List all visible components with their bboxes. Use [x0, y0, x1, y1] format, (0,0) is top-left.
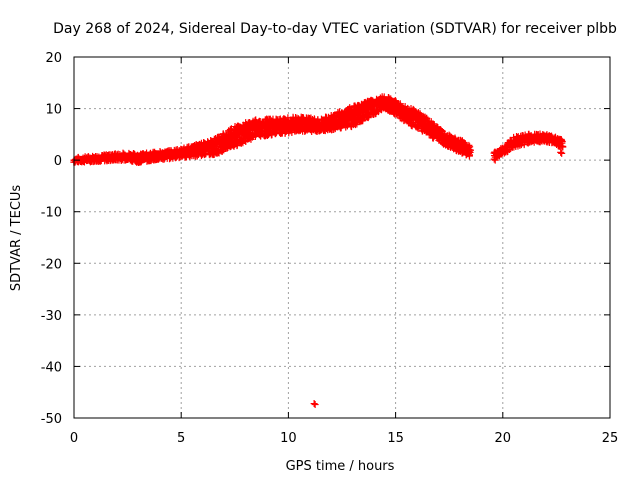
x-tick-label: 10 [280, 431, 297, 446]
data-point [232, 138, 240, 146]
x-tick-label: 5 [177, 431, 185, 446]
y-tick-label: -40 [41, 360, 62, 375]
y-tick-label: 20 [45, 51, 62, 66]
data-point [218, 147, 226, 155]
y-tick-label: -30 [41, 309, 62, 324]
y-tick-label: 0 [54, 154, 62, 169]
data-point [491, 156, 499, 164]
chart-title: Day 268 of 2024, Sidereal Day-to-day VTE… [53, 21, 617, 37]
x-tick-label: 15 [387, 431, 404, 446]
data-point [557, 148, 565, 156]
plot-frame [73, 56, 611, 419]
data-points [70, 93, 567, 409]
y-tick-label: 10 [45, 103, 62, 118]
data-point [433, 123, 441, 131]
data-point [466, 148, 474, 156]
y-tick-label: -50 [41, 412, 62, 427]
data-point [490, 155, 498, 163]
data-point [559, 142, 567, 150]
data-point [223, 144, 231, 152]
x-tick-label: 20 [495, 431, 512, 446]
x-tick-label: 25 [602, 431, 619, 446]
y-axis-label: SDTVAR / TECUs [9, 185, 24, 292]
x-tick-label: 0 [70, 431, 78, 446]
data-point [558, 149, 566, 157]
y-tick-label: -20 [41, 257, 62, 272]
data-point [310, 400, 318, 408]
data-point [311, 401, 319, 409]
data-point [364, 113, 372, 121]
x-axis-label: GPS time / hours [286, 459, 395, 474]
y-tick-label: -10 [41, 206, 62, 221]
data-point [558, 137, 566, 145]
axis-ticks: 0 5 10 15 20 25 20 10 0 -10 -20 -30 -40 -50 [41, 51, 619, 446]
